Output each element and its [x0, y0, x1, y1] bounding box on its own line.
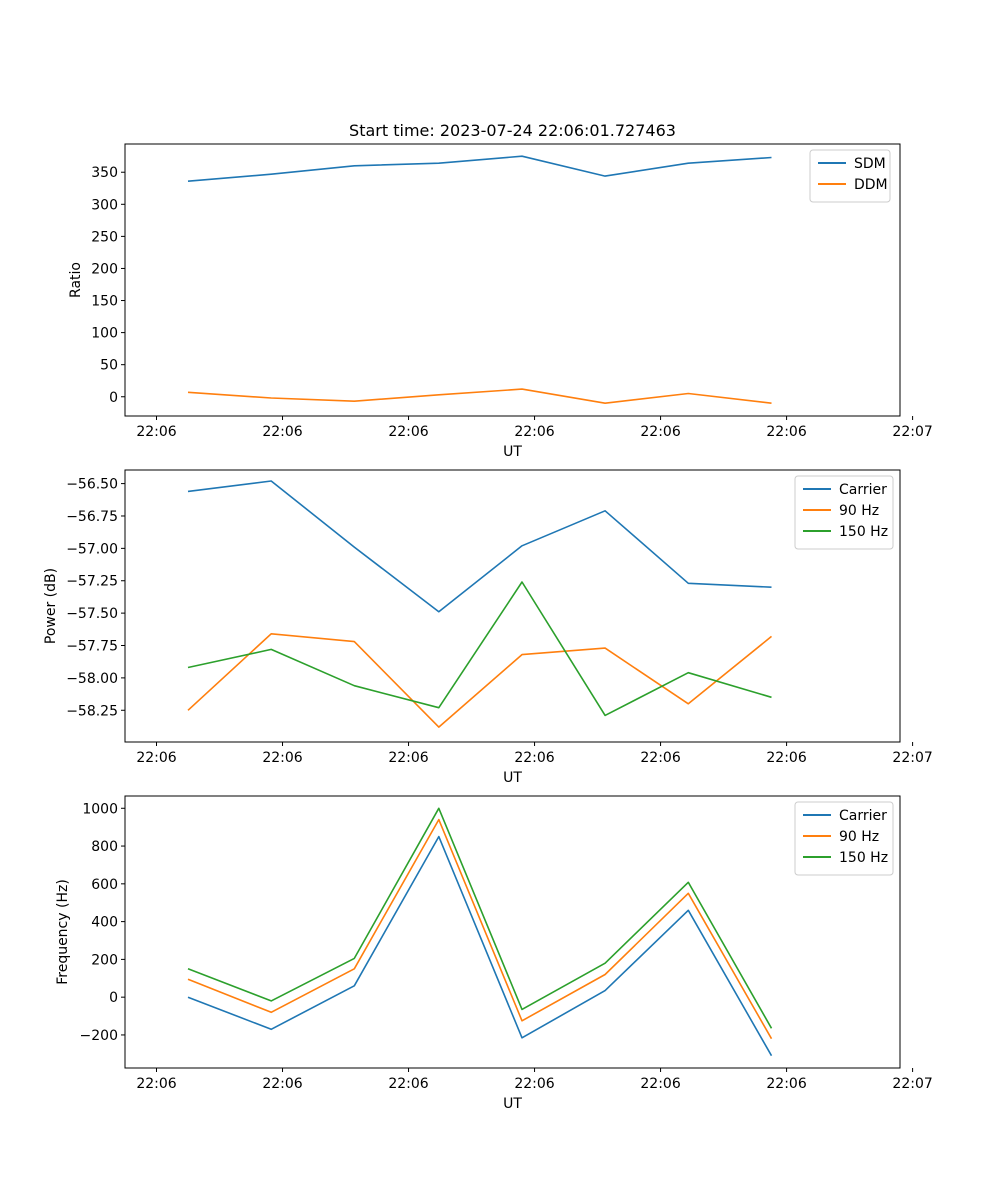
power-x-tick-label: 22:06 [262, 750, 302, 766]
ratio-x-axis-label: UT [503, 444, 522, 460]
frequency-x-tick-label: 22:06 [136, 1076, 176, 1092]
ratio-x-tick-label: 22:07 [892, 424, 932, 440]
frequency-x-tick-label: 22:06 [514, 1076, 554, 1092]
ratio-y-tick-label: 100 [91, 326, 118, 342]
frequency-plot-frame [124, 795, 901, 1069]
power-legend-label-carrier: Carrier [839, 482, 887, 498]
frequency-x-axis-label: UT [503, 1096, 522, 1112]
power-series-line-carrier [187, 480, 772, 613]
frequency-y-tick-label: 800 [91, 839, 118, 855]
power-plot-frame [124, 469, 901, 743]
frequency-y-tick-label: 200 [91, 952, 118, 968]
frequency-x-tick-label: 22:06 [262, 1076, 302, 1092]
power-x-tick-label: 22:06 [388, 750, 428, 766]
chart-title: Start time: 2023-07-24 22:06:01.727463 [349, 121, 676, 140]
ratio-x-tick-label: 22:06 [766, 424, 806, 440]
frequency-series-line-150-hz [187, 807, 773, 1029]
power-legend-label-90-hz: 90 Hz [839, 503, 879, 519]
frequency-y-tick-label: −200 [80, 1028, 118, 1044]
power-y-tick-label: −57.25 [66, 574, 118, 590]
frequency-y-tick-label: 600 [91, 877, 118, 893]
frequency-y-tick-label: 1000 [82, 801, 118, 817]
ratio-legend-label-sdm: SDM [854, 156, 886, 172]
ratio-y-tick-label: 200 [91, 261, 118, 277]
frequency-series-line-90-hz [187, 818, 773, 1040]
frequency-legend-label-carrier: Carrier [839, 808, 887, 824]
ratio-y-tick-label: 350 [91, 165, 118, 181]
ratio-x-tick-label: 22:06 [640, 424, 680, 440]
power-series-line-90-hz [187, 632, 773, 728]
power-panel: 22:06 22:06 22:06 22:06 22:06 22:06 22:07 −56.5… [43, 469, 933, 786]
power-y-tick-label: −58.25 [66, 703, 118, 719]
frequency-y-tick-label: 0 [109, 990, 118, 1006]
frequency-x-tick-label: 22:06 [766, 1076, 806, 1092]
frequency-x-tick-label: 22:07 [892, 1076, 932, 1092]
power-series-line-150-hz [187, 581, 772, 717]
power-y-tick-label: −56.50 [66, 477, 118, 493]
ratio-x-tick-label: 22:06 [262, 424, 302, 440]
power-x-axis-label: UT [503, 770, 522, 786]
power-y-tick-label: −57.75 [66, 639, 118, 655]
ratio-y-tick-label: 150 [91, 294, 118, 310]
frequency-panel: 22:06 22:06 22:06 22:06 22:06 22:06 22:07 −200 0… [55, 795, 933, 1112]
ratio-x-tick-label: 22:06 [136, 424, 176, 440]
ratio-panel: Start time: 2023-07-24 22:06:01.727463 22… [68, 121, 933, 460]
frequency-x-tick-label: 22:06 [640, 1076, 680, 1092]
ratio-y-tick-label: 250 [91, 229, 118, 245]
frequency-y-axis-label: Frequency (Hz) [55, 879, 71, 985]
ratio-plot-frame [124, 143, 901, 417]
ratio-y-axis-label: Ratio [68, 262, 84, 298]
power-x-tick-label: 22:06 [514, 750, 554, 766]
frequency-series-line-carrier [187, 835, 773, 1057]
frequency-y-tick-label: 400 [91, 915, 118, 931]
power-y-axis-label: Power (dB) [43, 568, 59, 644]
power-x-tick-label: 22:07 [892, 750, 932, 766]
power-y-tick-label: −57.50 [66, 606, 118, 622]
power-x-tick-label: 22:06 [766, 750, 806, 766]
power-y-tick-label: −58.00 [66, 671, 118, 687]
frequency-legend-label-90-hz: 90 Hz [839, 829, 879, 845]
ratio-y-tick-label: 300 [91, 197, 118, 213]
ratio-series-line-sdm [187, 155, 772, 182]
ratio-x-tick-label: 22:06 [388, 424, 428, 440]
power-y-tick-label: −57.00 [66, 541, 118, 557]
power-legend-label-150-hz: 150 Hz [839, 524, 888, 540]
power-x-tick-label: 22:06 [136, 750, 176, 766]
frequency-legend-label-150-hz: 150 Hz [839, 850, 888, 866]
ratio-legend-label-ddm: DDM [854, 177, 888, 193]
power-x-tick-label: 22:06 [640, 750, 680, 766]
ratio-x-tick-label: 22:06 [514, 424, 554, 440]
ratio-series-line-ddm [187, 388, 772, 405]
ratio-y-tick-label: 0 [109, 390, 118, 406]
frequency-x-tick-label: 22:06 [388, 1076, 428, 1092]
power-y-tick-label: −56.75 [66, 509, 118, 525]
ratio-y-tick-label: 50 [100, 358, 118, 374]
